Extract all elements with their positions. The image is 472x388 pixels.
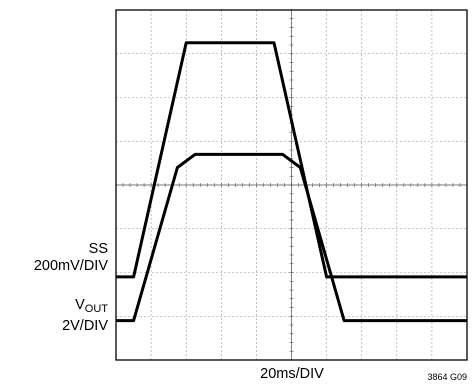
- figure-id: 3864 G09: [427, 372, 467, 382]
- vout-trace: [116, 152, 467, 323]
- waveform-traces: [116, 41, 467, 323]
- ss-trace-label: SS 200mV/DIV: [34, 241, 108, 275]
- vout-trace-label: VOUT 2V/DIV: [62, 297, 108, 335]
- grid: [116, 10, 467, 360]
- plot-frame: [115, 9, 468, 361]
- vout-name: VOUT: [75, 297, 108, 315]
- ss-name: SS: [88, 241, 108, 257]
- vout-scale: 2V/DIV: [62, 318, 108, 334]
- x-axis-label: 20ms/DIV: [260, 366, 324, 382]
- ss-trace: [116, 41, 467, 279]
- ss-scale: 200mV/DIV: [33, 258, 108, 274]
